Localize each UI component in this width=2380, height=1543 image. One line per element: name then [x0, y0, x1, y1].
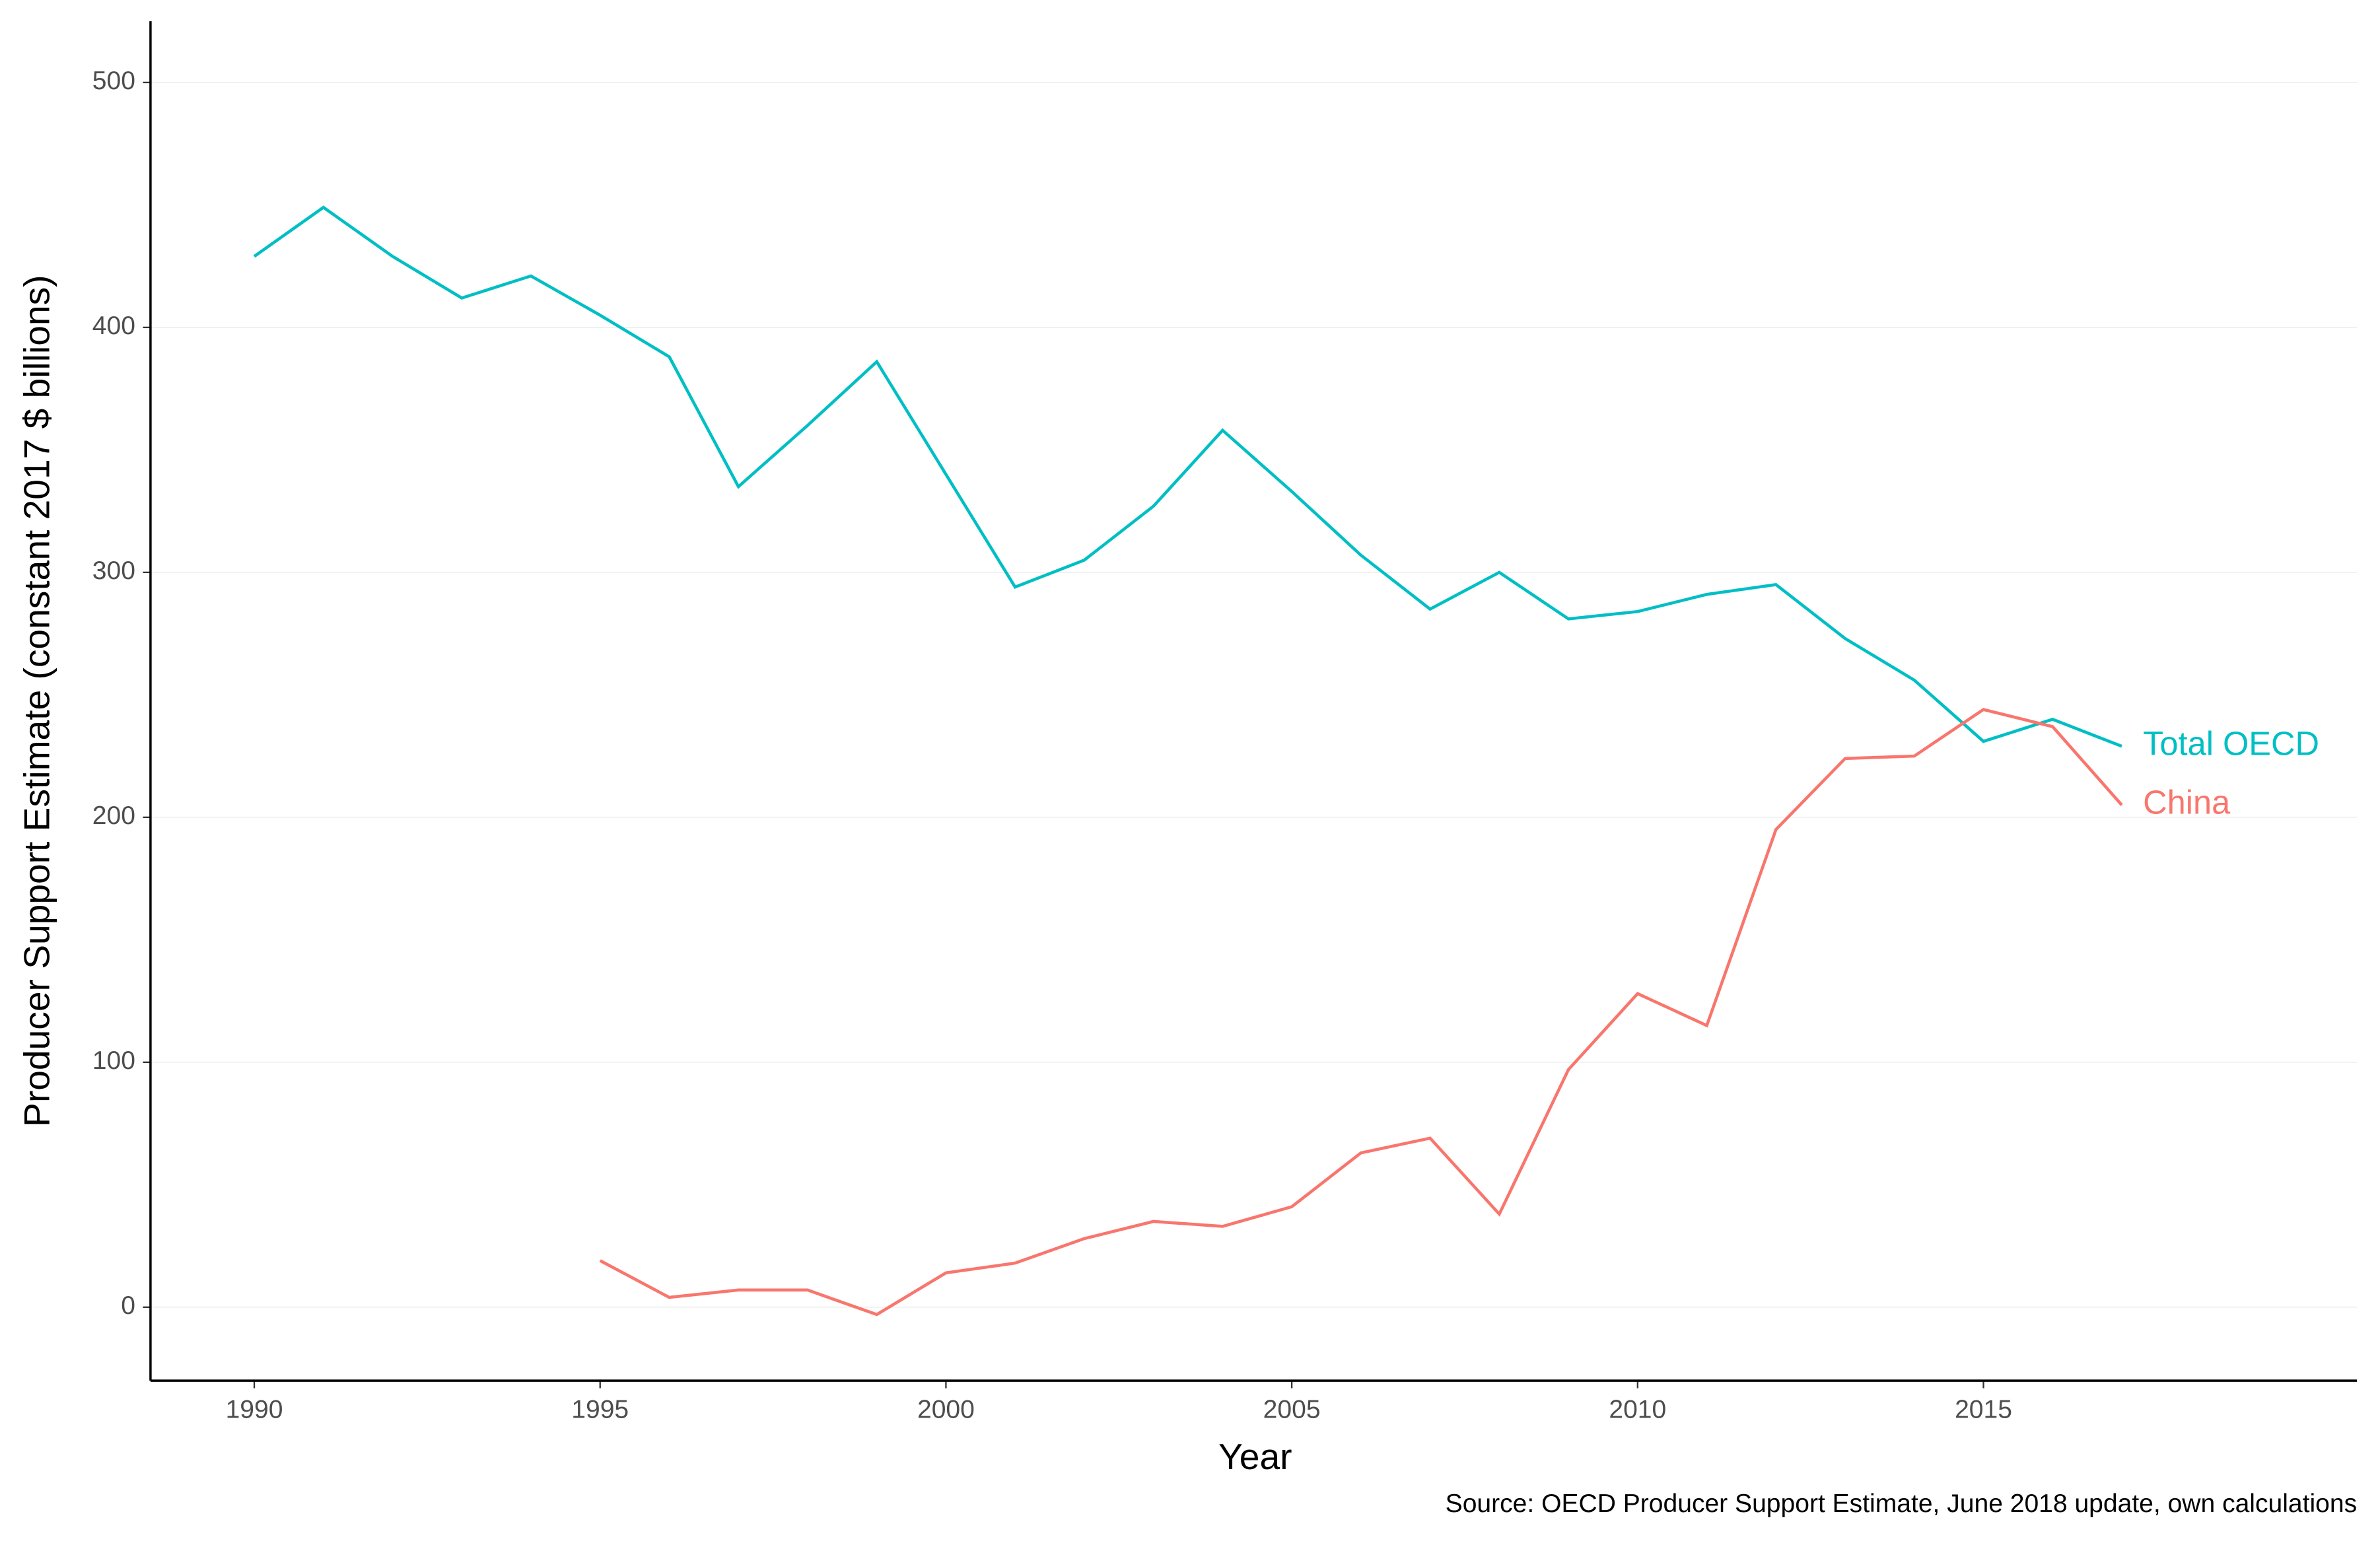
x-tick-label: 2015: [1955, 1395, 2012, 1423]
y-tick-label: 200: [92, 802, 135, 830]
x-tick-label: 1995: [571, 1395, 629, 1423]
x-tick-label: 2010: [1609, 1395, 1666, 1423]
y-tick-label: 500: [92, 67, 135, 95]
series-line: [253, 205, 2122, 748]
x-axis-label: Year: [1218, 1436, 1292, 1477]
y-tick-label: 300: [92, 557, 135, 585]
x-tick-label: 1990: [226, 1395, 283, 1423]
y-tick-label: 100: [92, 1046, 135, 1075]
x-tick-label: 2000: [917, 1395, 975, 1423]
y-axis-label: Producer Support Estimate (constant 2017…: [17, 275, 57, 1126]
caption: Source: OECD Producer Support Estimate, …: [1446, 1490, 2357, 1518]
series-label: China: [2143, 784, 2231, 821]
series-label: Total OECD: [2143, 725, 2319, 763]
series-line: [599, 708, 2123, 1317]
x-tick-label: 2005: [1263, 1395, 1321, 1423]
y-tick-label: 400: [92, 312, 135, 340]
y-tick-label: 0: [121, 1291, 135, 1320]
